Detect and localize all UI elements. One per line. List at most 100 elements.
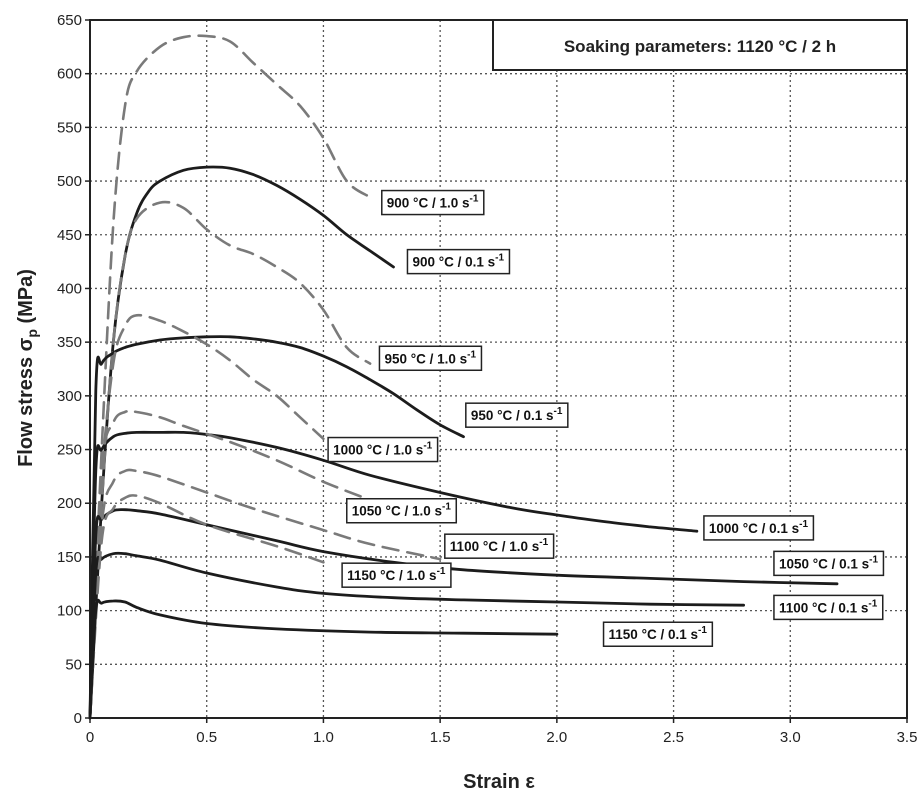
y-axis-title-unit: (MPa) [15, 269, 37, 329]
series-line-950-c-1.0-s-1.0 [88, 200, 372, 720]
y-tick-label: 300 [57, 388, 82, 405]
series-label-text: 1100 °C / 1.0 s-1 [450, 537, 549, 554]
series-label-box [327, 436, 439, 463]
series-label-sup: -1 [423, 441, 432, 452]
series-label-box [378, 345, 483, 372]
series-label: 1100 °C / 1.0 s-1 [444, 533, 555, 559]
series-label-main: 1100 °C / 1.0 s [450, 539, 539, 554]
series-label: 1000 °C / 0.1 s-1 [703, 515, 815, 541]
series-label-box [346, 497, 458, 524]
series-label-sup: -1 [495, 253, 504, 264]
series-label-sup: -1 [868, 598, 877, 609]
series-label: 1000 °C / 1.0 s-1 [327, 436, 439, 463]
x-axis-title: Strain ε [463, 771, 535, 793]
series-label-box [773, 550, 885, 577]
grid [90, 20, 907, 718]
x-tick-label: 3.5 [897, 729, 918, 746]
series-label-text: 1050 °C / 1.0 s-1 [352, 502, 452, 519]
x-tick-label: 2.5 [663, 729, 684, 746]
y-tick-label: 200 [57, 495, 82, 512]
y-tick-label: 600 [57, 66, 82, 83]
soaking-parameters-text: Soaking parameters: 1120 °C / 2 h [564, 37, 836, 56]
series-label-box [465, 402, 569, 428]
y-tick-label: 450 [57, 227, 82, 244]
series-label-box [602, 621, 714, 647]
series-label-text: 1100 °C / 0.1 s-1 [779, 598, 878, 615]
series-label: 950 °C / 0.1 s-1 [465, 402, 569, 428]
series-label-text: 1150 °C / 1.0 s-1 [347, 566, 446, 583]
series-label: 1150 °C / 1.0 s-1 [341, 562, 452, 588]
series-label-sup: -1 [698, 625, 707, 636]
x-tick-label: 0.5 [196, 729, 217, 746]
x-tick-label: 1.0 [313, 729, 334, 746]
series-line-950-c-0.1-s-0.1 [88, 335, 465, 720]
series-label-box [444, 533, 555, 559]
series-label: 950 °C / 1.0 s-1 [378, 345, 483, 372]
series-label-sup: -1 [442, 502, 451, 513]
soaking-box-frame [492, 19, 908, 71]
y-axis-title: Flow stress σp (MPa) [15, 269, 40, 467]
series-line-900-c-1.0-s-1.0 [88, 34, 372, 720]
series-label-main: 950 °C / 1.0 s [384, 351, 467, 366]
series-label-box [703, 515, 815, 541]
y-tick-label: 100 [57, 603, 82, 620]
series-label-main: 1150 °C / 1.0 s [347, 568, 436, 583]
y-axis-title-main: Flow stress σ [15, 337, 37, 467]
series-label-box [381, 189, 485, 216]
series-label-sup: -1 [467, 349, 476, 360]
series-label-main: 1050 °C / 0.1 s [779, 556, 869, 571]
y-axis-ticks: 0 50 100 150 200 250 300 350 400 450 500 550 600 650 [57, 12, 90, 727]
series-label: 900 °C / 1.0 s-1 [381, 189, 485, 216]
y-tick-label: 400 [57, 280, 82, 297]
series-line-1150-c-0.1-s-0.1 [88, 598, 559, 720]
y-tick-label: 650 [57, 12, 82, 29]
x-tick-label: 3.0 [780, 729, 801, 746]
series-label-sup: -1 [869, 554, 878, 565]
series-label-text: 1050 °C / 0.1 s-1 [779, 554, 879, 571]
x-tick-label: 1.5 [430, 729, 451, 746]
series-label-main: 900 °C / 0.1 s [412, 255, 495, 270]
series-line-1000-c-0.1-s-0.1 [88, 430, 699, 720]
series-label-sup: -1 [437, 566, 446, 577]
x-axis-ticks: 0 0.5 1.0 1.5 2.0 2.5 3.0 3.5 [86, 718, 918, 746]
series-label-text: 900 °C / 1.0 s-1 [387, 194, 479, 211]
series-label-text: 900 °C / 0.1 s-1 [412, 253, 504, 270]
y-tick-label: 550 [57, 119, 82, 136]
series-line-1150-c-1.0-s-1.0 [88, 494, 325, 720]
series-line-1100-c-1.0-s-1.0 [88, 468, 442, 720]
series-label-sup: -1 [539, 537, 548, 548]
series-line-1100-c-0.1-s-0.1 [88, 551, 745, 720]
y-axis-title-subscript: p [24, 329, 40, 338]
y-tick-label: 150 [57, 549, 82, 566]
series-label-box [773, 594, 884, 621]
y-tick-label: 0 [74, 710, 82, 727]
series-lines [88, 34, 839, 720]
series-label-text: 1000 °C / 0.1 s-1 [709, 519, 809, 536]
x-tick-label: 2.0 [546, 729, 567, 746]
series-label-box [341, 562, 452, 588]
y-tick-label: 350 [57, 334, 82, 351]
series-label-text: 950 °C / 1.0 s-1 [384, 349, 476, 366]
series-label-text: 1150 °C / 0.1 s-1 [609, 625, 708, 642]
series-label-main: 1000 °C / 1.0 s [333, 443, 423, 458]
y-tick-label: 250 [57, 442, 82, 459]
series-label: 1150 °C / 0.1 s-1 [602, 621, 714, 647]
soaking-parameters-box: Soaking parameters: 1120 °C / 2 h [492, 19, 908, 71]
y-tick-label: 500 [57, 173, 82, 190]
series-label-box [406, 248, 511, 275]
series-label-text: 950 °C / 0.1 s-1 [471, 406, 563, 423]
series-label: 1050 °C / 1.0 s-1 [346, 497, 458, 524]
series-label-main: 950 °C / 0.1 s [471, 408, 554, 423]
series-label-main: 1050 °C / 1.0 s [352, 504, 442, 519]
series-label: 1100 °C / 0.1 s-1 [773, 594, 884, 621]
x-tick-label: 0 [86, 729, 94, 746]
series-label-main: 1000 °C / 0.1 s [709, 521, 799, 536]
series-label: 1050 °C / 0.1 s-1 [773, 550, 885, 577]
series-label-sup: -1 [799, 519, 808, 530]
series-label-main: 1100 °C / 0.1 s [779, 600, 868, 615]
series-line-1050-c-1.0-s-1.0 [88, 409, 372, 720]
series-label-main: 1150 °C / 0.1 s [609, 627, 698, 642]
series-label: 900 °C / 0.1 s-1 [406, 248, 511, 275]
